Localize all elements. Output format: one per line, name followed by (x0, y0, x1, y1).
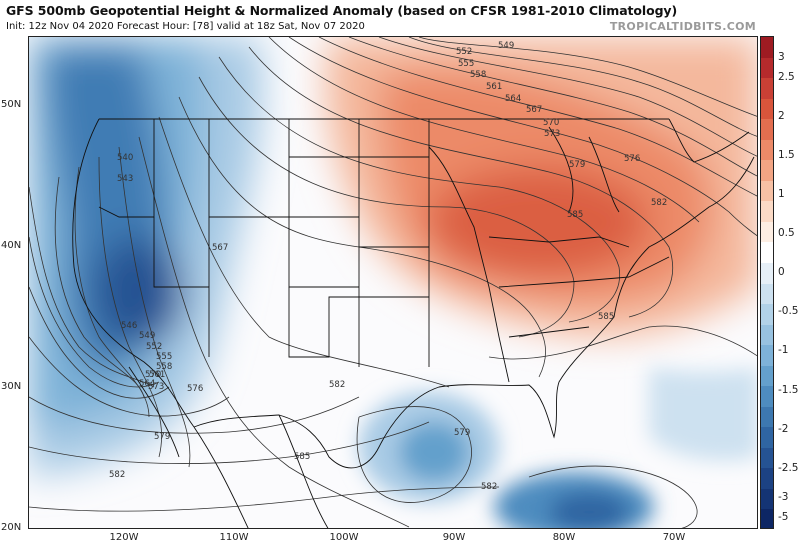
contour-label: 582 (651, 198, 667, 208)
colorbar-segment (761, 406, 773, 428)
lon-label: 120W (109, 532, 139, 543)
map-svg: 549 552 555 558 561 564 567 570 573 576 … (29, 37, 757, 528)
contour-label: 567 (526, 105, 542, 115)
contour-label: 558 (156, 362, 172, 372)
contour-label: 585 (598, 312, 614, 322)
colorbar-segment (761, 386, 773, 408)
contour-label: 567 (212, 243, 228, 253)
contour-label: 585 (294, 452, 310, 462)
contour-label: 546 (121, 321, 137, 331)
lat-label: 50N (1, 99, 22, 110)
contour-label: 561 (486, 82, 502, 92)
colorbar-segment (761, 304, 773, 326)
colorbar-segment (761, 447, 773, 469)
lon-label: 110W (219, 532, 249, 543)
colorbar-tick-label: 2 (778, 110, 785, 122)
chart-title: GFS 500mb Geopotential Height & Normaliz… (6, 3, 678, 18)
colorbar-segment (761, 37, 773, 59)
colorbar-segment (761, 180, 773, 202)
colorbar-segment (761, 345, 773, 367)
colorbar-tick-label: 0.5 (778, 227, 795, 239)
contour-label: 552 (146, 342, 162, 352)
colorbar-tick-label: -2.5 (778, 462, 799, 474)
colorbar-segment (761, 365, 773, 387)
colorbar-segment (761, 283, 773, 305)
colorbar-segment (761, 242, 773, 264)
lon-label: 80W (552, 532, 576, 543)
contour-label: 540 (117, 153, 133, 163)
contour-label: 579 (154, 432, 170, 442)
colorbar-tick-label: 0 (778, 266, 785, 278)
lon-label: 70W (662, 532, 686, 543)
contour-label: 555 (458, 59, 474, 69)
contour-label: 579 (569, 160, 585, 170)
contour-label: 570 (543, 118, 559, 128)
colorbar-segment (761, 160, 773, 182)
lat-label: 40N (1, 240, 22, 251)
colorbar-segment (761, 468, 773, 490)
anomaly-field (29, 37, 757, 528)
colorbar-tick-label: -2 (778, 423, 789, 435)
contour-label: 570 (145, 370, 161, 380)
contour-label: 576 (187, 384, 203, 394)
contour-label: 543 (117, 174, 133, 184)
colorbar-segment (761, 262, 773, 285)
colorbar-tick-label: -3 (778, 491, 789, 503)
colorbar (760, 36, 774, 529)
contour-label: 573 (148, 382, 164, 392)
contour-label: 549 (498, 41, 514, 51)
contour-label: 573 (544, 129, 560, 139)
credit-watermark: TROPICALTIDBITS.COM (609, 20, 756, 33)
lon-label: 100W (329, 532, 359, 543)
colorbar-segment (761, 139, 773, 161)
contour-label: 582 (329, 380, 345, 390)
colorbar-segment (761, 201, 773, 223)
colorbar-tick-label: 2.5 (778, 71, 795, 83)
contour-label: 579 (454, 428, 470, 438)
contour-label: 585 (567, 210, 583, 220)
contour-label: 555 (156, 352, 172, 362)
lat-label: 30N (1, 381, 22, 392)
contour-label: 564 (505, 94, 521, 104)
contour-label: 552 (456, 47, 472, 57)
colorbar-tick-label: -5 (778, 511, 789, 523)
contour-label: 549 (139, 331, 155, 341)
colorbar-segment (761, 488, 773, 511)
contour-label: 564 (139, 379, 155, 389)
negative-anomaly-gulf (359, 367, 757, 528)
colorbar-tick-label: -0.5 (778, 305, 799, 317)
contour-label: 582 (109, 470, 125, 480)
colorbar-tick-label: -1 (778, 344, 789, 356)
map-panel: 549 552 555 558 561 564 567 570 573 576 … (28, 36, 758, 529)
colorbar-tick-label: 1.5 (778, 149, 795, 161)
colorbar-segment (761, 98, 773, 120)
colorbar-segment (761, 57, 773, 79)
contour-label: 582 (481, 482, 497, 492)
height-contours (29, 37, 757, 528)
colorbar-tick-label: -1.5 (778, 384, 799, 396)
lat-label: 20N (1, 522, 22, 533)
colorbar-segment (761, 427, 773, 449)
lon-label: 90W (442, 532, 466, 543)
negative-anomaly-west (29, 37, 264, 477)
colorbar-segment (761, 119, 773, 141)
colorbar-segment (761, 509, 773, 528)
chart-subtitle: Init: 12z Nov 04 2020 Forecast Hour: [78… (6, 21, 365, 32)
contour-labels: 549 552 555 558 561 564 567 570 573 576 … (109, 41, 667, 492)
contour-label: 576 (624, 154, 640, 164)
contour-label: 558 (470, 70, 486, 80)
colorbar-tick-label: 1 (778, 188, 785, 200)
colorbar-segment (761, 221, 773, 244)
contour-label: 561 (149, 370, 165, 380)
colorbar-segment (761, 324, 773, 346)
colorbar-segment (761, 78, 773, 100)
political-borders (72, 118, 755, 528)
colorbar-tick-label: 3 (778, 51, 785, 63)
